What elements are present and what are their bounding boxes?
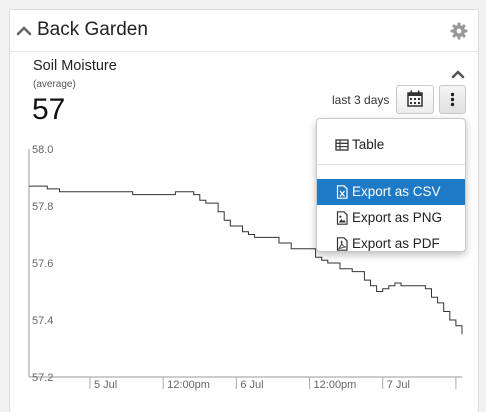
csv-file-icon	[336, 185, 348, 199]
x-tick-label: 6 Jul	[240, 379, 263, 391]
chevron-up-icon[interactable]	[450, 67, 466, 81]
series-line	[29, 185, 463, 335]
menu-item-label: Export as PDF	[352, 236, 440, 251]
y-tick-label: 57.8	[32, 201, 53, 213]
x-tick-label: 7 Jul	[387, 379, 410, 391]
chevron-up-icon[interactable]	[15, 22, 33, 40]
card-header: Back Garden	[10, 10, 478, 52]
menu-item-label: Export as PNG	[352, 210, 443, 225]
time-range-label[interactable]: last 3 days	[332, 93, 390, 107]
garden-card: Back Garden Soil Moisture (average) 57 l…	[9, 9, 479, 412]
calendar-icon	[407, 90, 423, 107]
menu-item-export-pdf[interactable]: Export as PDF	[317, 231, 465, 257]
x-tick-label: 5 Jul	[94, 379, 117, 391]
menu-item-export-csv[interactable]: Export as CSV	[317, 179, 465, 205]
pdf-file-icon	[336, 237, 348, 251]
y-tick-label: 58.0	[32, 144, 53, 156]
x-tick-label: 12:00pm	[314, 379, 357, 391]
export-menu: Table Export as CSV Export as PNG Export…	[316, 118, 466, 252]
table-icon	[335, 139, 349, 151]
date-range-button[interactable]	[396, 85, 434, 114]
menu-item-table[interactable]: Table	[317, 132, 465, 158]
x-tick-label: 12:00pm	[167, 379, 210, 391]
card-title: Back Garden	[37, 19, 148, 40]
gear-icon[interactable]	[450, 22, 468, 40]
widget-title: Soil Moisture	[33, 58, 117, 74]
aggregation-label: (average)	[33, 79, 76, 90]
current-value: 57	[32, 93, 66, 126]
menu-divider	[317, 164, 465, 165]
menu-item-export-png[interactable]: Export as PNG	[317, 205, 465, 231]
vertical-ellipsis-icon	[450, 92, 455, 107]
y-tick-label: 57.6	[32, 258, 53, 270]
y-tick-label: 57.2	[32, 372, 53, 384]
soil-moisture-chart: 58.0 57.8 57.6 57.4 57.2 5 Jul 12:00pm 6 Jul 12:…	[28, 144, 463, 391]
y-tick-label: 57.4	[32, 315, 53, 327]
image-file-icon	[336, 211, 348, 225]
menu-item-label: Export as CSV	[352, 184, 441, 199]
menu-item-label: Table	[352, 137, 385, 152]
more-options-button[interactable]	[439, 85, 466, 114]
